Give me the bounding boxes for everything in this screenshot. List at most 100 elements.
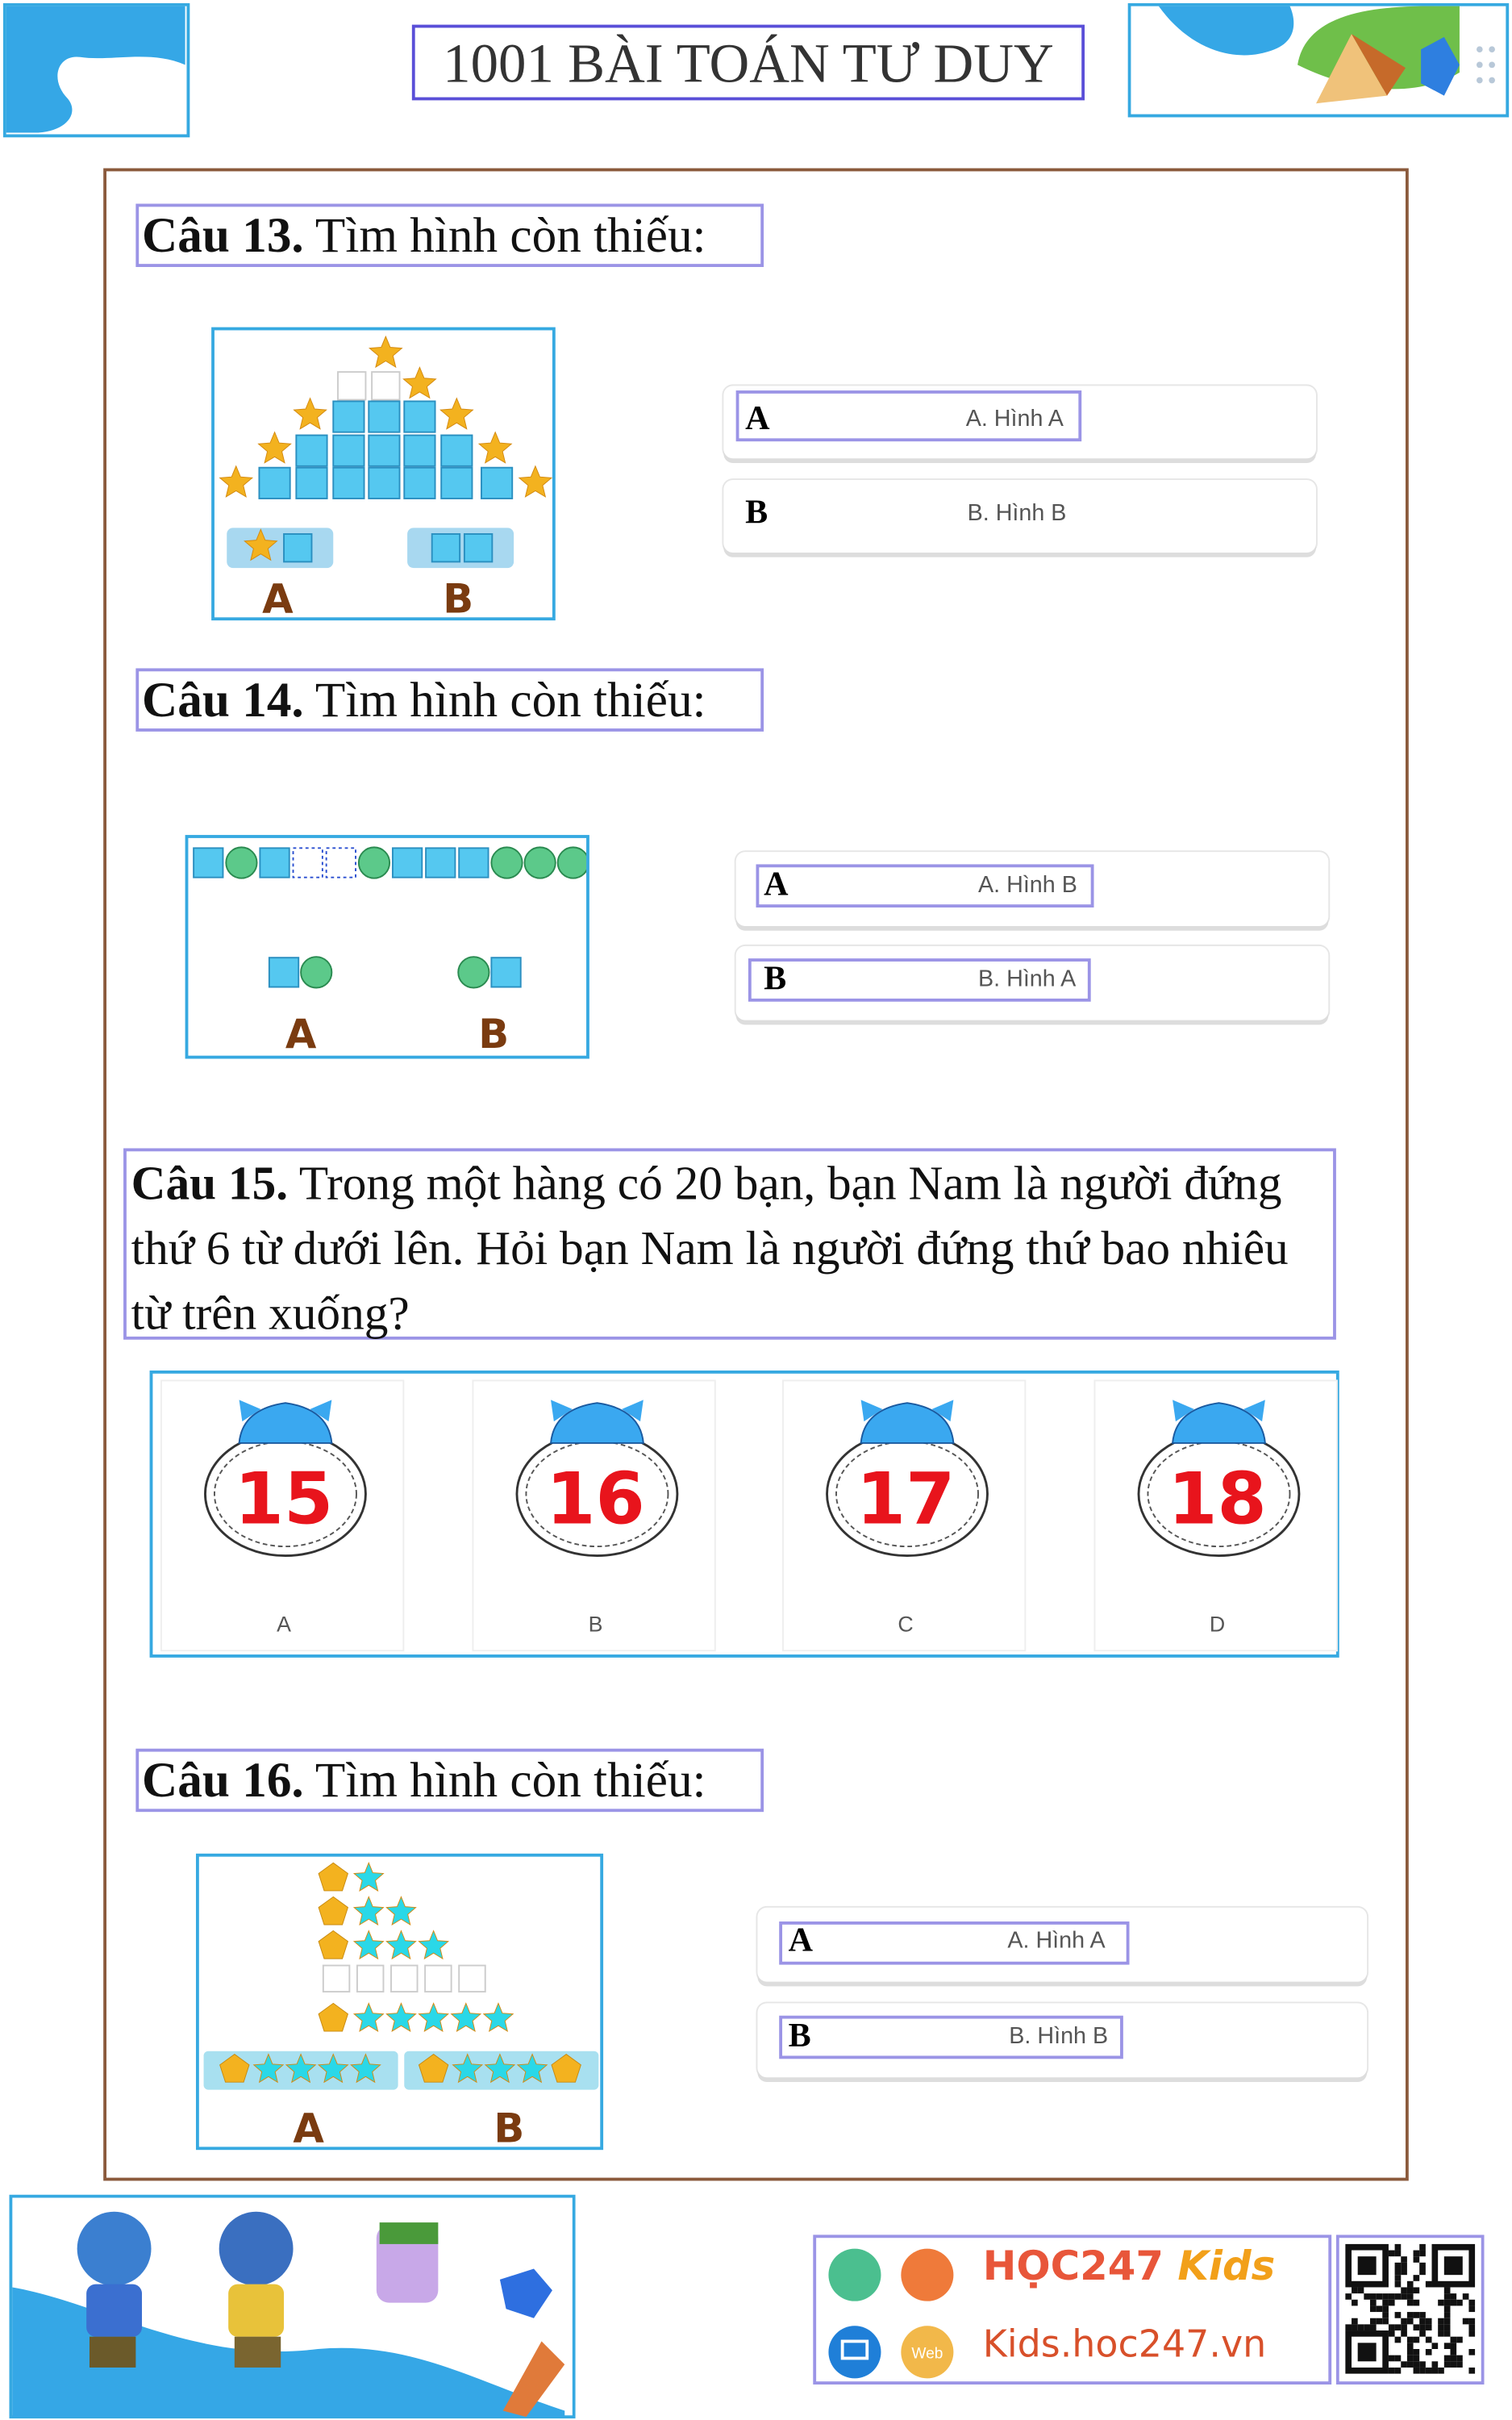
figure-label: B	[478, 1011, 509, 1058]
pentagon-shape	[318, 2002, 349, 2032]
qr-module	[1450, 2343, 1457, 2349]
answer-card[interactable]: 17 C	[782, 1379, 1027, 1652]
answer-option[interactable]: B B. Hình B	[723, 480, 1317, 553]
qr-module	[1352, 2299, 1358, 2306]
qr-module	[1388, 2330, 1395, 2337]
qr-module	[1419, 2243, 1426, 2251]
qr-module	[1401, 2330, 1407, 2337]
qr-module	[1413, 2250, 1420, 2257]
star-shape	[516, 2053, 548, 2084]
brand-url: Kids.hoc247.vn	[982, 2322, 1267, 2367]
qr-module	[1382, 2318, 1389, 2325]
qr-module	[1438, 2318, 1444, 2325]
question-label: Câu 16.	[142, 1751, 304, 1808]
answer-card[interactable]: 16 B	[471, 1379, 715, 1652]
square-shape	[424, 1964, 452, 1993]
figure-label: A	[293, 2105, 324, 2151]
star-shape	[257, 431, 292, 464]
content-frame	[103, 168, 1409, 2181]
qr-module	[1352, 2324, 1358, 2331]
answer-option[interactable]: A A. Hình B	[735, 852, 1329, 926]
qr-module	[1401, 2287, 1407, 2294]
qr-module	[1357, 2287, 1364, 2294]
header-decoration-right	[1127, 2, 1510, 118]
cat-ear	[310, 1400, 332, 1422]
cat-head	[860, 1402, 955, 1444]
square-shape	[295, 466, 328, 499]
answer-option[interactable]: B B. Hình A	[735, 945, 1329, 1020]
pentagon-shape	[418, 2053, 449, 2083]
qr-module	[1431, 2361, 1439, 2368]
square-shape	[390, 1964, 419, 1993]
missing-box	[292, 847, 323, 878]
qr-module	[1413, 2312, 1420, 2318]
answer-option[interactable]: B B. Hình B	[757, 2003, 1368, 2078]
highlight-box	[756, 864, 1094, 908]
answer-letter: A	[277, 1612, 291, 1636]
qr-module	[1388, 2367, 1395, 2374]
question-label: Câu 15.	[131, 1156, 289, 1211]
qr-module	[1419, 2324, 1426, 2331]
qr-module	[1345, 2293, 1352, 2300]
square-shape	[458, 1964, 486, 1993]
square-shape	[193, 847, 224, 878]
qr-module	[1425, 2367, 1432, 2374]
qr-module	[1443, 2318, 1451, 2325]
option-letter: A	[764, 864, 789, 903]
square-shape	[480, 466, 514, 499]
star-shape	[352, 1930, 385, 1960]
question-heading: Câu 13. Tìm hình còn thiếu:	[135, 203, 764, 267]
missing-box	[325, 847, 356, 878]
highlight-box	[748, 958, 1091, 1002]
qr-module	[1382, 2299, 1389, 2306]
star-shape	[477, 431, 513, 464]
qr-module	[1394, 2336, 1402, 2343]
square-shape	[268, 957, 300, 988]
square-shape	[463, 533, 494, 563]
circle-shape	[225, 846, 258, 879]
answer-card[interactable]: 18 D	[1093, 1379, 1337, 1652]
qr-finder	[1345, 2243, 1389, 2288]
qr-module	[1462, 2293, 1469, 2300]
star-shape	[252, 2053, 285, 2084]
answer-letter: C	[898, 1612, 913, 1636]
star-shape	[317, 2053, 349, 2084]
figure-label: A	[262, 576, 294, 621]
qr-module	[1456, 2336, 1463, 2343]
qr-module	[1443, 2305, 1451, 2313]
star-shape	[352, 1862, 385, 1892]
qr-module	[1431, 2367, 1439, 2374]
qr-module	[1419, 2262, 1426, 2269]
qr-module	[1406, 2287, 1414, 2294]
cat-head	[1171, 1402, 1265, 1444]
qr-module	[1406, 2312, 1414, 2318]
question-label: Câu 13.	[142, 207, 304, 263]
question-heading: Câu 16. Tìm hình còn thiếu:	[135, 1748, 764, 1813]
answer-card[interactable]: 15 A	[160, 1379, 405, 1652]
qr-module	[1382, 2305, 1389, 2313]
qr-module	[1406, 2318, 1414, 2325]
qr-module	[1419, 2367, 1426, 2374]
answer-option[interactable]: A A. Hình A	[757, 1907, 1368, 1982]
qr-module	[1443, 2324, 1451, 2331]
footer-illustration	[9, 2194, 576, 2419]
qr-module	[1468, 2330, 1476, 2337]
qr-module	[1468, 2318, 1476, 2325]
question-heading: Câu 14. Tìm hình còn thiếu:	[135, 668, 764, 732]
answer-option[interactable]: A A. Hình A	[723, 386, 1317, 459]
question-text: Tìm hình còn thiếu:	[314, 671, 706, 728]
qr-module	[1419, 2312, 1426, 2318]
qr-module	[1406, 2336, 1414, 2343]
qr-module	[1364, 2324, 1370, 2331]
qr-module	[1468, 2299, 1476, 2306]
pentagon-shape	[219, 2053, 250, 2083]
qr-module	[1425, 2348, 1432, 2355]
square-shape	[371, 371, 401, 401]
badge-ring-inner	[213, 1441, 357, 1548]
cat-ear	[550, 1400, 572, 1422]
answer-number: 17	[856, 1457, 955, 1540]
square-shape	[403, 466, 436, 499]
qr-module	[1388, 2324, 1395, 2331]
qr-finder	[1431, 2243, 1476, 2288]
